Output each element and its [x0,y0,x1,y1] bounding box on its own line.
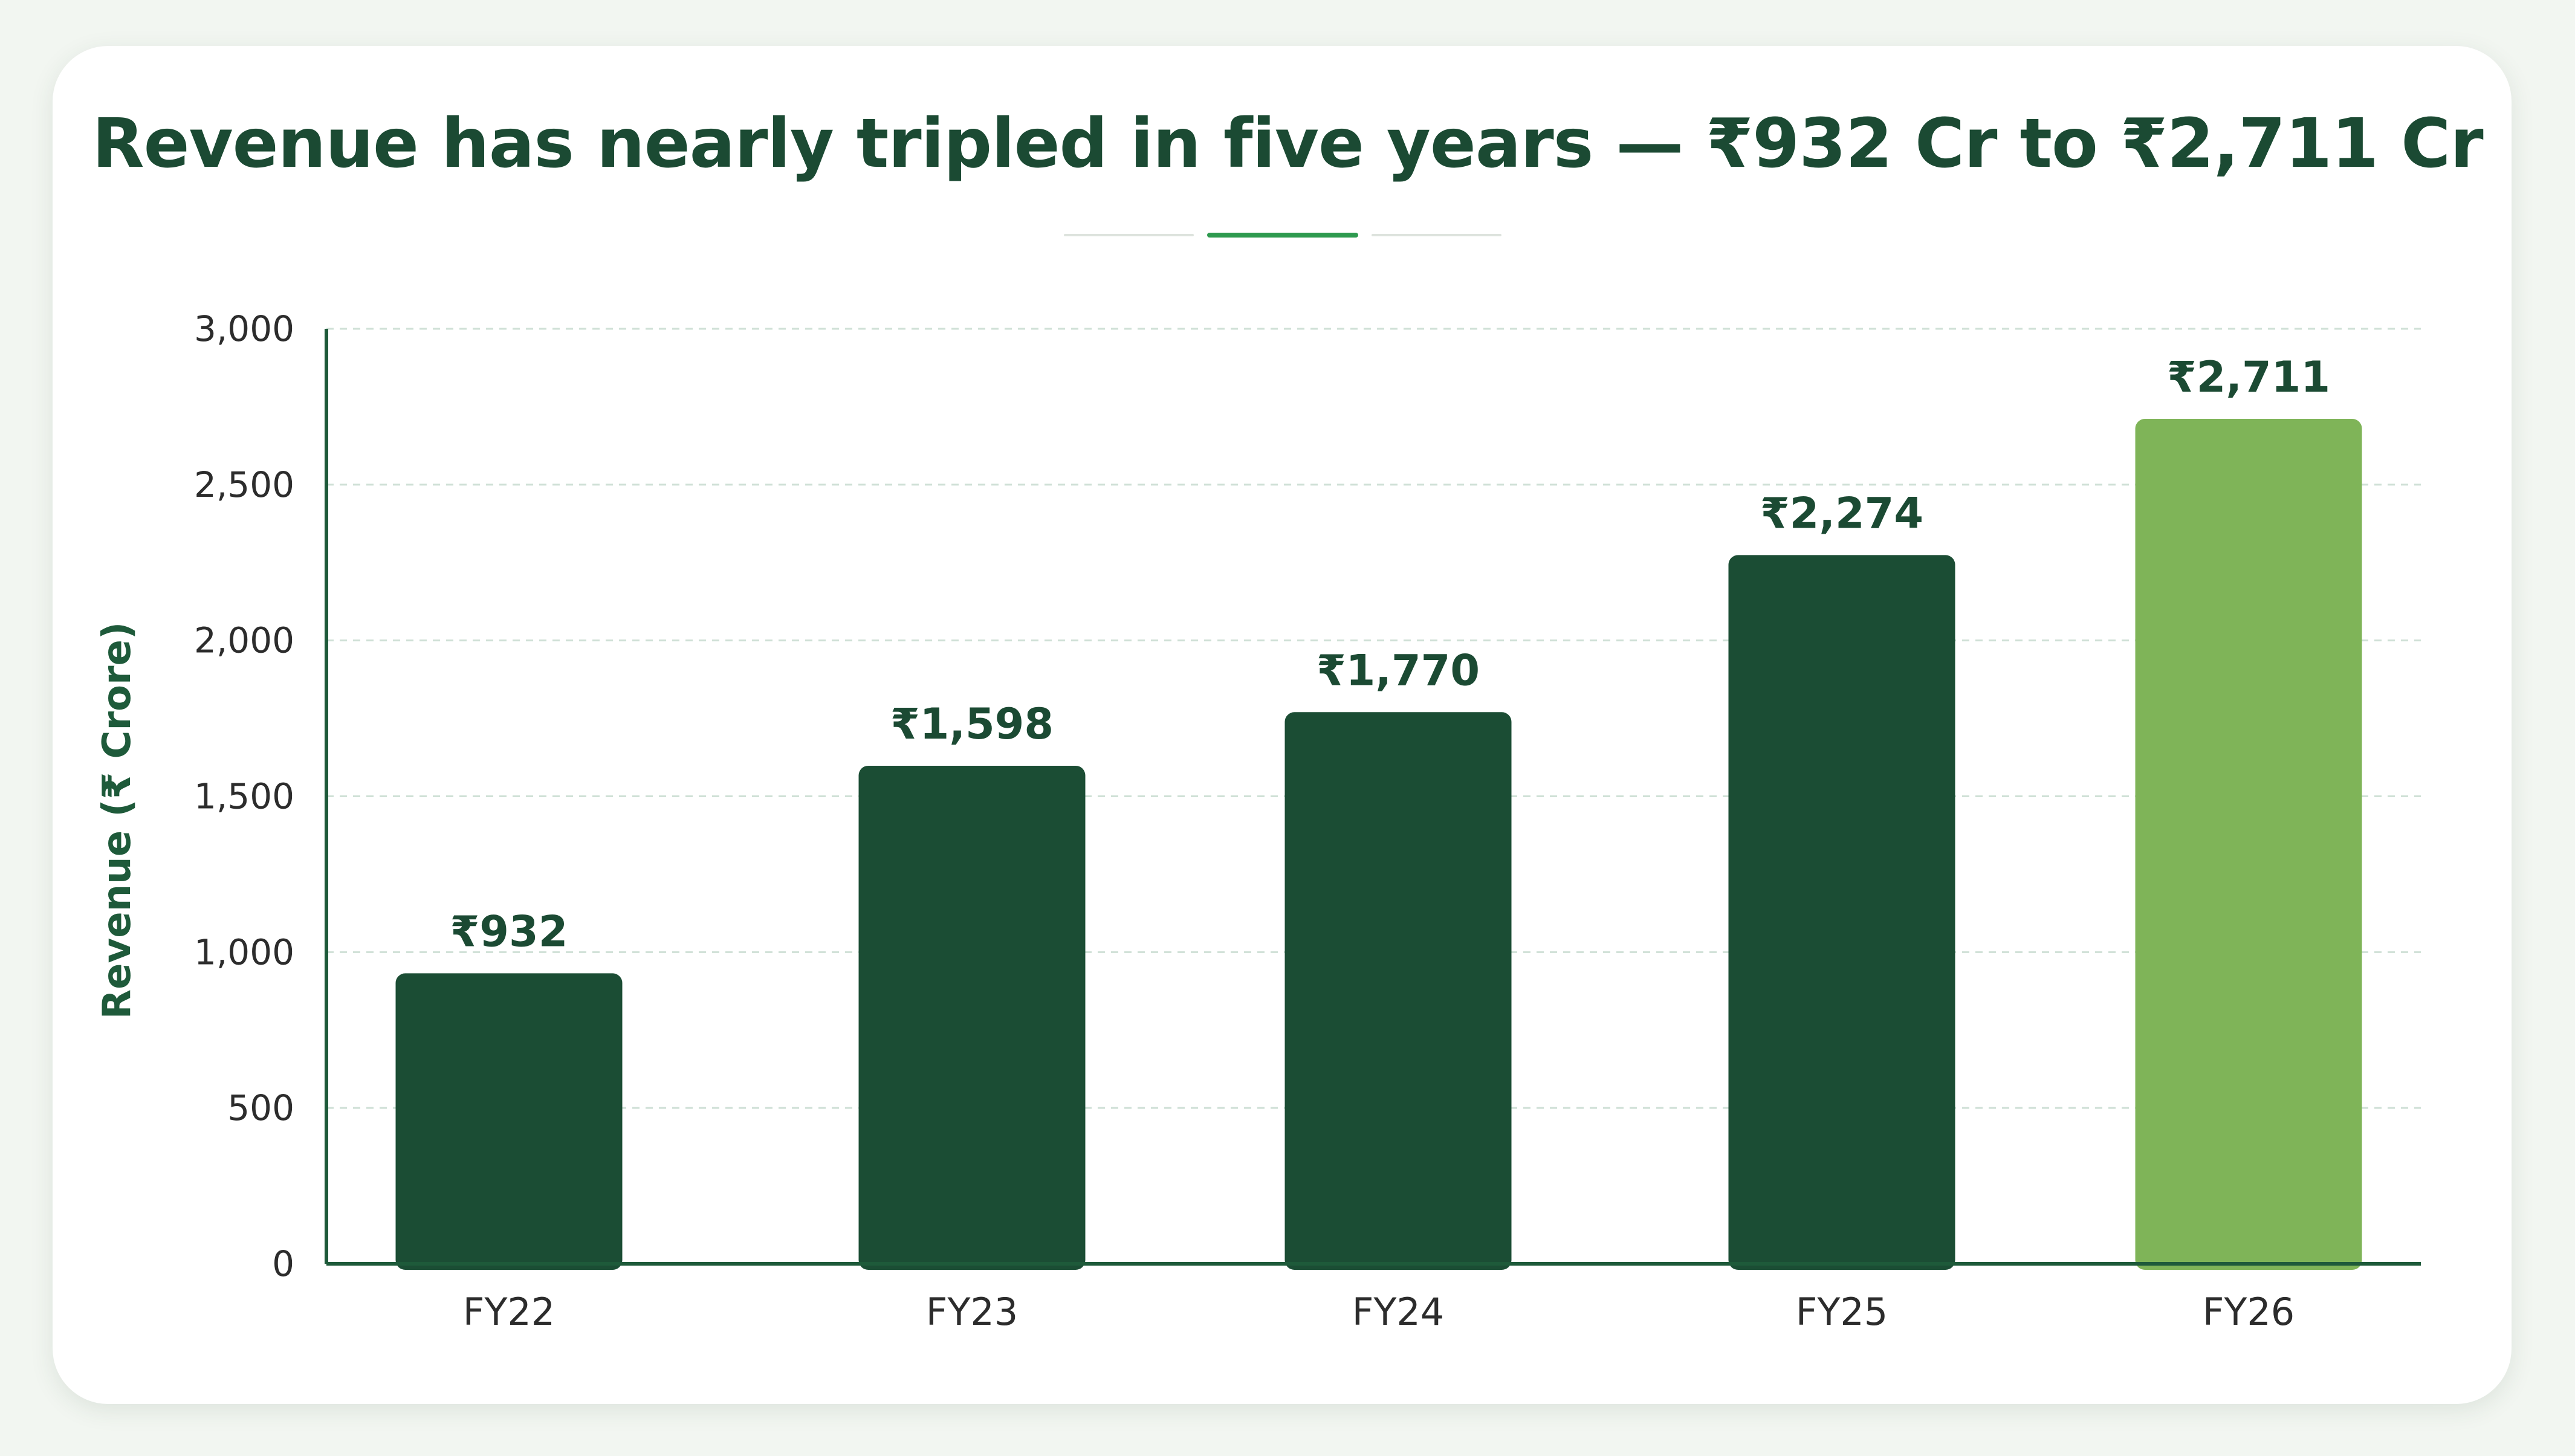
data-label-fy26: ₹2,711 [2167,352,2330,402]
axes [325,329,2421,1266]
bar-fy23 [858,765,1086,1270]
x-tick-labels: FY22 FY23 FY24 FY25 FY26 [463,1290,2295,1334]
y-tick-label: 2,500 [194,464,294,505]
chart-title: Revenue has nearly tripled in five years… [92,105,2483,183]
y-tick-label: 1,500 [194,776,294,817]
y-tick-label: 500 [227,1087,294,1128]
data-label-fy22: ₹932 [450,907,568,956]
data-label-fy24: ₹1,770 [1317,645,1480,695]
data-label-fy23: ₹1,598 [890,699,1054,749]
bar-fy24 [1284,712,1512,1270]
x-tick-label: FY25 [1796,1290,1888,1334]
data-labels: ₹932 ₹1,598 ₹1,770 ₹2,274 ₹2,711 [450,352,2330,956]
bar-fy22 [395,973,623,1270]
y-tick-label: 3,000 [194,308,294,349]
x-tick-label: FY24 [1352,1290,1444,1334]
data-label-fy25: ₹2,274 [1760,488,1923,538]
y-tick-label: 2,000 [194,620,294,661]
y-axis-title: Revenue (₹ Crore) [95,622,140,1019]
x-tick-label: FY26 [2203,1290,2295,1334]
title-divider-accent [1207,233,1358,238]
x-tick-label: FY22 [463,1290,555,1334]
bar-fy26 [2135,419,2362,1270]
bar-fy25 [1728,555,1955,1270]
title-divider-left [1064,234,1194,236]
y-tick-label: 0 [272,1243,294,1284]
grid-lines [326,328,2421,1109]
x-tick-label: FY23 [926,1290,1018,1334]
y-tick-labels: 0 500 1,000 1,500 2,000 2,500 3,000 [194,308,294,1284]
title-divider-right [1372,234,1501,236]
bars [395,419,2362,1270]
y-tick-label: 1,000 [194,931,294,972]
